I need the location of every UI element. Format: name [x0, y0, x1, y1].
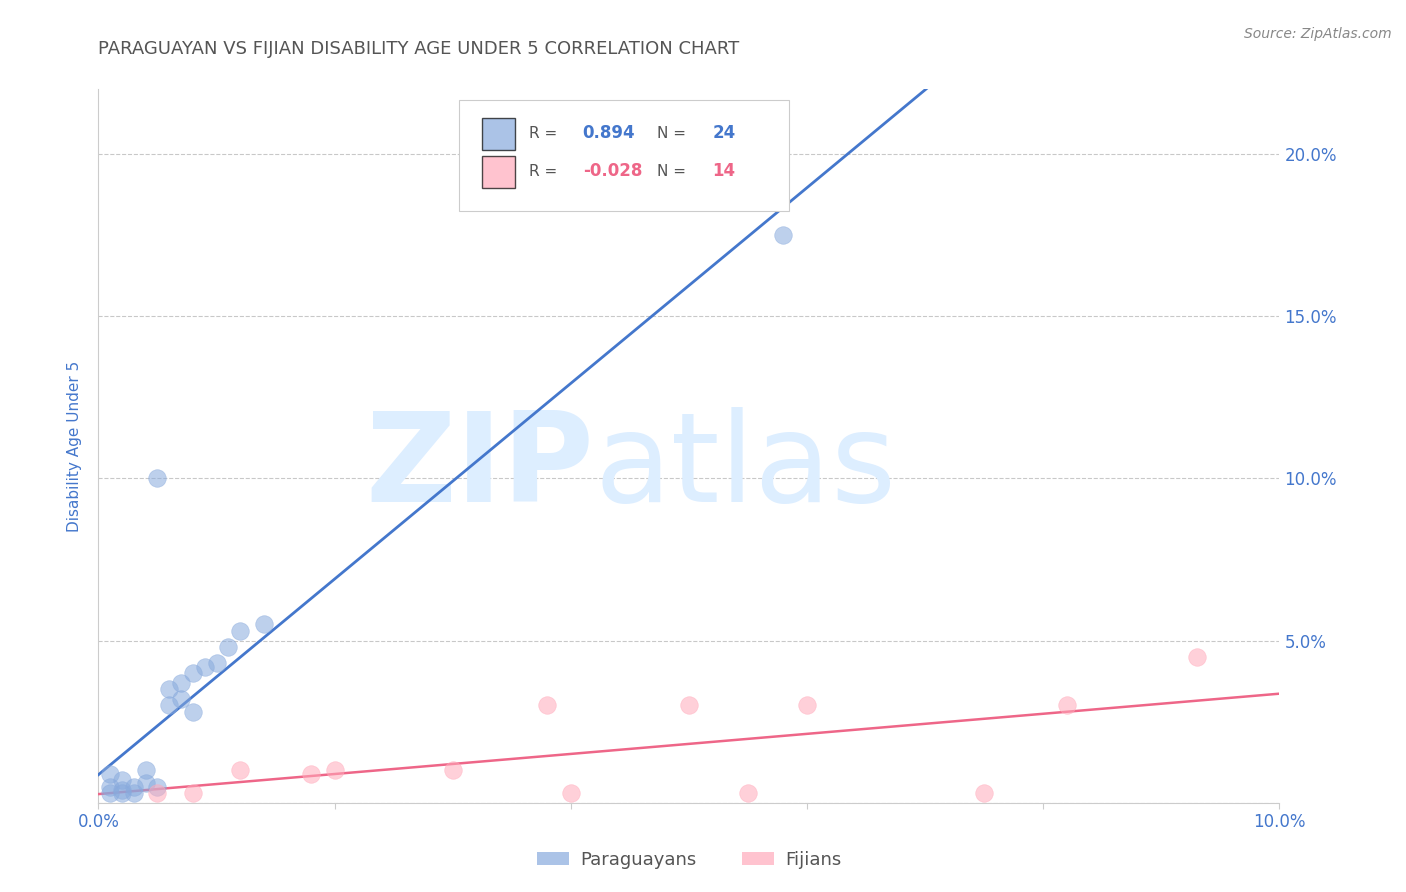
Text: N =: N = [657, 164, 690, 178]
Point [1056, 698, 1078, 713]
Point [973, 786, 995, 800]
Point [1185, 649, 1208, 664]
Point [737, 786, 759, 800]
Point [205, 657, 228, 671]
Text: Source: ZipAtlas.com: Source: ZipAtlas.com [1244, 27, 1392, 41]
Point [796, 698, 818, 713]
Point [111, 786, 134, 800]
Point [181, 666, 204, 681]
Point [299, 766, 322, 780]
Point [98, 780, 121, 794]
FancyBboxPatch shape [458, 100, 789, 211]
Point [135, 776, 157, 790]
Legend: Paraguayans, Fijians: Paraguayans, Fijians [530, 844, 848, 876]
Point [441, 764, 464, 778]
Point [111, 773, 134, 788]
Point [170, 675, 193, 690]
Point [772, 228, 794, 243]
Text: PARAGUAYAN VS FIJIAN DISABILITY AGE UNDER 5 CORRELATION CHART: PARAGUAYAN VS FIJIAN DISABILITY AGE UNDE… [98, 40, 740, 58]
Text: R =: R = [530, 126, 562, 141]
Point [98, 766, 121, 780]
Point [253, 617, 276, 632]
Point [157, 682, 180, 697]
Point [560, 786, 582, 800]
Text: 14: 14 [713, 162, 735, 180]
Text: -0.028: -0.028 [582, 162, 643, 180]
Point [170, 692, 193, 706]
Point [146, 780, 169, 794]
Text: 0.894: 0.894 [582, 125, 636, 143]
Text: 24: 24 [713, 125, 735, 143]
Y-axis label: Disability Age Under 5: Disability Age Under 5 [67, 360, 83, 532]
Text: N =: N = [657, 126, 690, 141]
Point [536, 698, 558, 713]
Point [229, 764, 252, 778]
Point [122, 780, 145, 794]
Point [181, 705, 204, 719]
Point [194, 659, 217, 673]
Point [323, 764, 346, 778]
FancyBboxPatch shape [482, 118, 516, 150]
Point [111, 782, 134, 797]
Point [98, 786, 121, 800]
Text: atlas: atlas [595, 407, 897, 528]
Point [122, 786, 145, 800]
Point [146, 471, 169, 485]
Point [181, 786, 204, 800]
Point [229, 624, 252, 638]
Text: R =: R = [530, 164, 562, 178]
Point [135, 764, 157, 778]
Point [157, 698, 180, 713]
Point [146, 786, 169, 800]
Point [678, 698, 700, 713]
Text: ZIP: ZIP [366, 407, 595, 528]
Point [217, 640, 239, 654]
FancyBboxPatch shape [482, 155, 516, 187]
